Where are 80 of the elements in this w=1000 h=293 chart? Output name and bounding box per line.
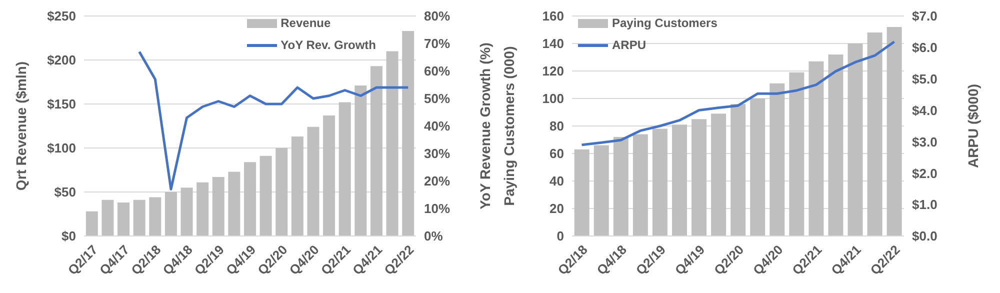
- y2-tick-label: 30%: [424, 146, 450, 162]
- bar: [307, 126, 320, 236]
- y-tick-label: $200: [47, 52, 76, 68]
- bar: [212, 177, 224, 236]
- bar: [196, 182, 209, 236]
- bar: [133, 200, 146, 236]
- y-tick-label: $100: [47, 140, 76, 156]
- bar: [164, 192, 177, 236]
- bar: [118, 202, 130, 236]
- y2-tick-label: $5.0: [912, 71, 938, 86]
- y-axis-title: Qrt Revenue ($mln): [12, 61, 29, 191]
- bar: [323, 115, 336, 236]
- y-tick-label: 160: [542, 8, 564, 24]
- bar: [692, 119, 707, 236]
- bar: [808, 61, 824, 236]
- bar: [613, 137, 628, 236]
- bar: [886, 27, 902, 236]
- y2-tick-label: 40%: [424, 118, 450, 134]
- legend-label: Paying Customers: [612, 16, 718, 30]
- y2-tick-label: $6.0: [912, 40, 938, 56]
- bar: [848, 44, 863, 236]
- y-tick-label: 140: [542, 36, 564, 52]
- bar: [102, 200, 114, 236]
- y-tick-label: $150: [47, 96, 76, 112]
- bar: [672, 124, 687, 236]
- bar: [789, 72, 804, 236]
- y-tick-label: 0: [556, 228, 564, 244]
- bar: [291, 136, 304, 236]
- y2-tick-label: $4.0: [912, 102, 938, 118]
- y-tick-label: 80: [550, 118, 564, 134]
- y2-tick-label: $2.0: [912, 166, 938, 181]
- legend-label: ARPU: [612, 38, 646, 52]
- bar: [244, 162, 256, 236]
- bar: [276, 148, 288, 236]
- y2-tick-label: 0%: [424, 228, 444, 244]
- bar: [228, 172, 240, 236]
- legend-label: YoY Rev. Growth: [280, 38, 376, 52]
- bar: [730, 104, 746, 236]
- y-tick-label: 60: [550, 146, 564, 162]
- y2-tick-label: 80%: [424, 8, 450, 24]
- bar: [574, 149, 590, 236]
- bar: [338, 102, 351, 236]
- legend-label: Revenue: [280, 16, 331, 30]
- bar: [370, 66, 382, 236]
- bar: [260, 156, 272, 236]
- y2-tick-label: 70%: [424, 36, 450, 52]
- bar: [180, 188, 193, 236]
- bar: [149, 197, 162, 236]
- bar: [402, 30, 414, 236]
- y2-tick-label: 60%: [424, 64, 450, 79]
- y2-tick-label: $7.0: [912, 8, 938, 24]
- y-tick-label: $50: [54, 184, 76, 200]
- y-tick-label: $0: [62, 228, 76, 244]
- bar: [652, 128, 668, 236]
- y-tick-label: 40: [550, 174, 564, 189]
- line-series: [138, 50, 410, 190]
- bar: [594, 145, 609, 236]
- y-axis-title: Paying Customers (000): [500, 46, 517, 206]
- bar: [86, 211, 98, 236]
- bar: [828, 54, 844, 236]
- y2-tick-label: $0.0: [912, 228, 938, 244]
- bar: [386, 51, 398, 236]
- y-tick-label: 20: [550, 201, 564, 216]
- y2-axis-title: ARPU ($000): [964, 84, 981, 168]
- y2-axis-title: YoY Revenue Growth (%): [476, 42, 493, 210]
- y2-tick-label: $3.0: [912, 134, 938, 150]
- y-tick-label: 100: [542, 91, 564, 106]
- y2-tick-label: 50%: [424, 91, 450, 106]
- line-series: [580, 40, 896, 146]
- bar: [632, 134, 648, 236]
- y-tick-label: 120: [542, 64, 564, 79]
- bar: [750, 98, 766, 236]
- bar: [354, 86, 367, 236]
- y2-tick-label: 10%: [424, 201, 450, 216]
- bar: [867, 32, 882, 236]
- y2-tick-label: 20%: [424, 174, 450, 189]
- y-tick-label: $250: [47, 8, 76, 24]
- bar: [770, 83, 785, 236]
- y2-tick-label: $1.0: [912, 197, 938, 212]
- bar: [711, 114, 726, 236]
